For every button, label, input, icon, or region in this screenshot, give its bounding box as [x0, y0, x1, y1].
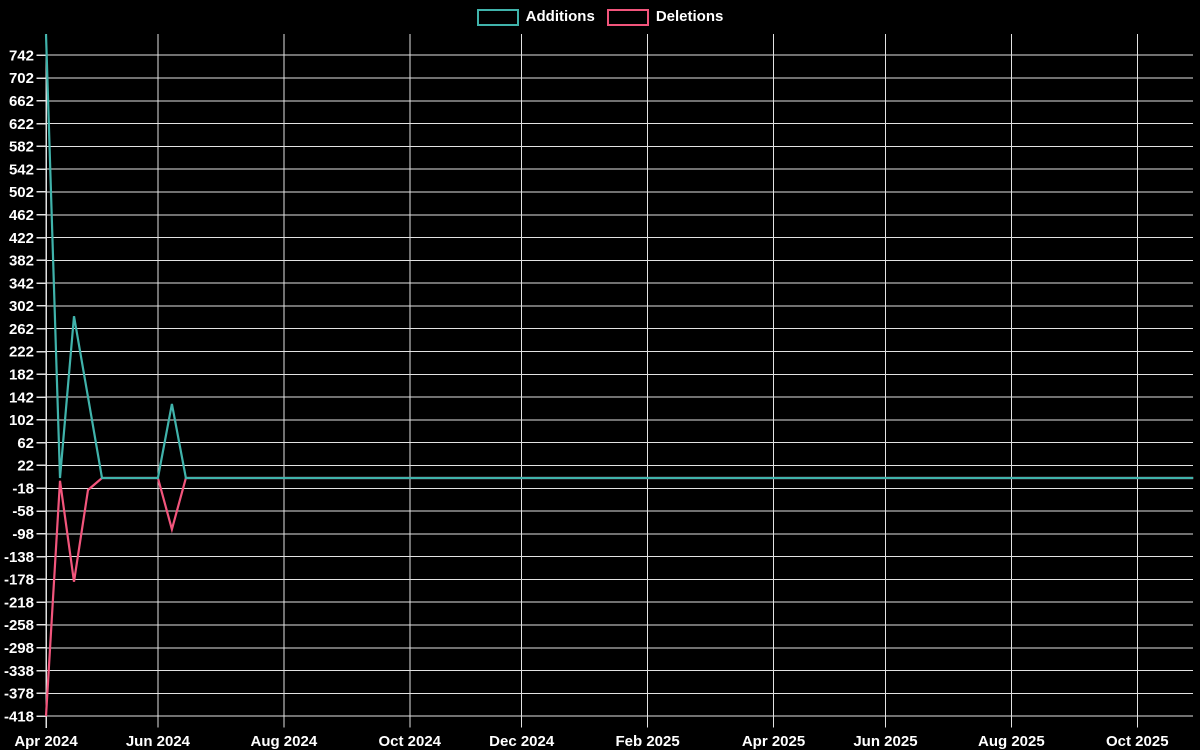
y-tick-label: 62: [17, 435, 34, 452]
y-tick-label: 622: [9, 116, 34, 133]
y-tick-label: 502: [9, 184, 34, 201]
legend-item-deletions[interactable]: Deletions: [606, 8, 724, 26]
y-tick-label: 262: [9, 321, 34, 338]
y-tick-label: -58: [12, 503, 34, 520]
y-tick-label: 142: [9, 389, 34, 406]
y-tick-label: 182: [9, 367, 34, 384]
y-tick-label: -178: [4, 572, 34, 589]
x-tick-label: Aug 2025: [978, 733, 1045, 750]
x-tick-label: Jun 2025: [853, 733, 917, 750]
additions-line: [44, 34, 1194, 480]
y-tick-label: 222: [9, 344, 34, 361]
y-tick-label: 462: [9, 207, 34, 224]
y-tick-label: 382: [9, 253, 34, 270]
x-tick-label: Jun 2024: [126, 733, 191, 750]
x-tick-label: Feb 2025: [615, 733, 679, 750]
x-tick-label: Aug 2024: [250, 733, 317, 750]
y-tick-label: 302: [9, 298, 34, 315]
x-tick-label: Apr 2025: [742, 733, 805, 750]
y-tick-label: -258: [4, 617, 34, 634]
y-tick-label: 342: [9, 275, 34, 292]
y-tick-label: -378: [4, 686, 34, 703]
y-tick-label: 662: [9, 93, 34, 110]
legend: Additions Deletions: [0, 8, 1200, 26]
y-tick-label: -138: [4, 549, 34, 566]
y-tick-label: 742: [9, 47, 34, 64]
y-tick-label: -298: [4, 640, 34, 657]
x-tick-label: Oct 2025: [1106, 733, 1169, 750]
deletions-swatch: [606, 8, 649, 26]
y-tick-label: -418: [4, 708, 34, 725]
deletions-line: [44, 476, 1194, 717]
y-tick-label: -218: [4, 594, 34, 611]
y-tick-label: -338: [4, 663, 34, 680]
y-tick-label: 422: [9, 230, 34, 247]
legend-label-deletions: Deletions: [655, 8, 724, 25]
x-tick-label: Apr 2024: [14, 733, 78, 750]
y-tick-label: 542: [9, 161, 34, 178]
y-tick-label: 22: [17, 458, 34, 475]
legend-label-additions: Additions: [525, 8, 595, 25]
y-tick-label: -98: [12, 526, 34, 543]
legend-item-additions[interactable]: Additions: [476, 8, 595, 26]
y-tick-label: 702: [9, 70, 34, 87]
y-tick-label: -18: [12, 480, 34, 497]
x-tick-label: Oct 2024: [378, 733, 441, 750]
additions-swatch: [476, 8, 519, 26]
x-tick-label: Dec 2024: [489, 733, 555, 750]
y-tick-label: 102: [9, 412, 34, 429]
y-tick-label: 582: [9, 139, 34, 156]
